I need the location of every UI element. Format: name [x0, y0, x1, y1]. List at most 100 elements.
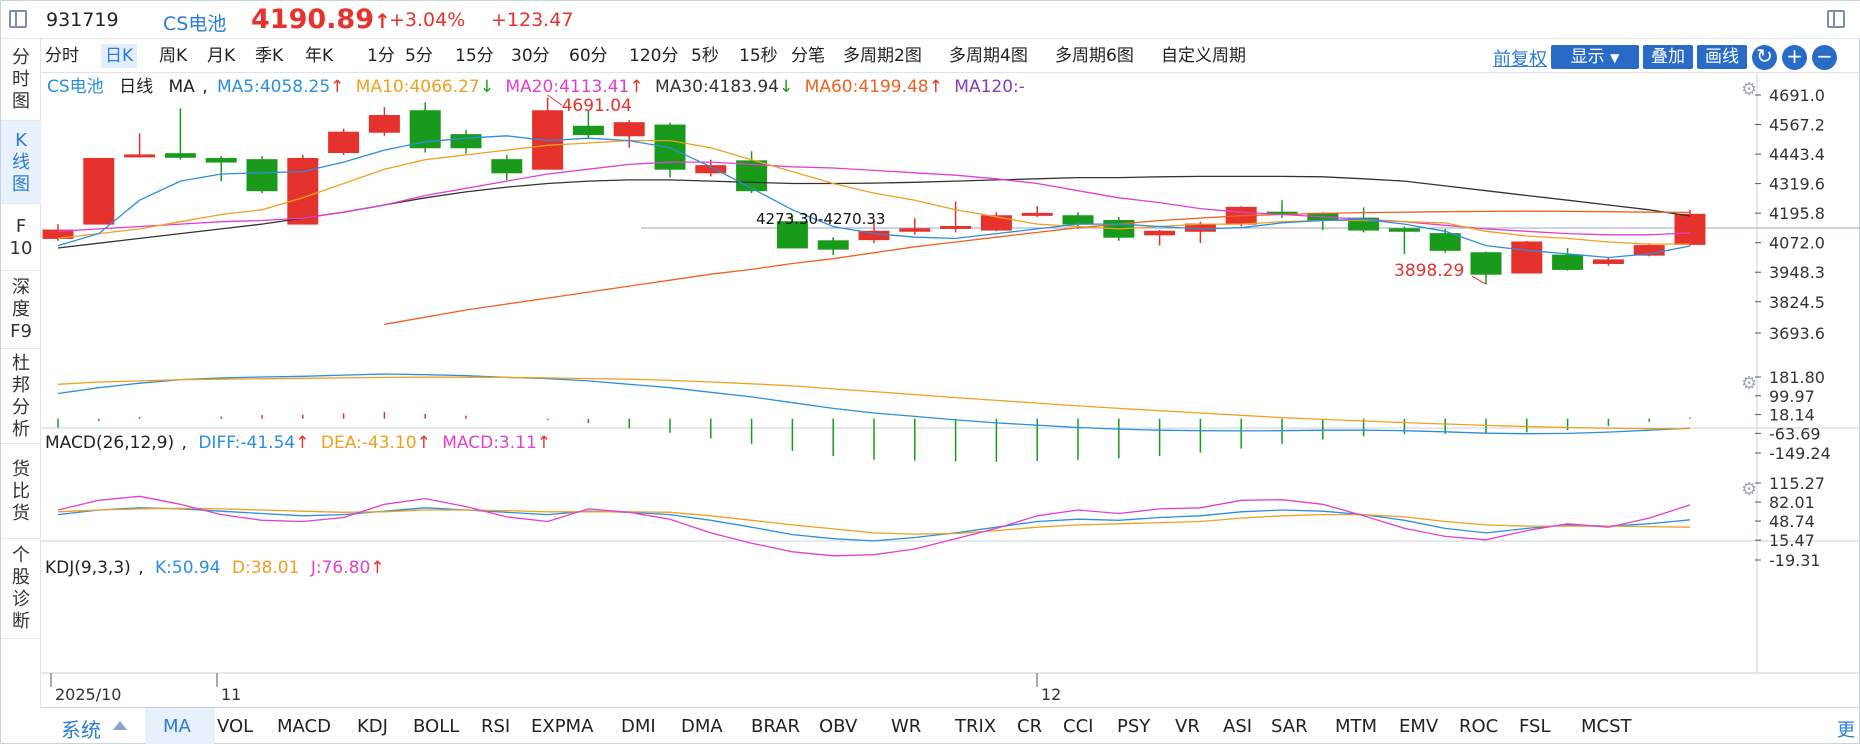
active-indicator-highlight	[145, 708, 215, 744]
indicator-tab-vr[interactable]: VR	[1175, 716, 1200, 737]
left-sidebar: 分时图 K 线图 F 10 深度 F9 杜邦分析货比货个股诊断	[1, 39, 41, 707]
period-tab-17[interactable]: 多周期6图	[1055, 46, 1134, 66]
indicator-tab-ma[interactable]: MA	[163, 716, 191, 737]
indicator-tab-roc[interactable]: ROC	[1459, 716, 1499, 737]
sidebar-item-text: 线	[12, 151, 30, 173]
period-tab-3[interactable]: 月K	[207, 46, 236, 66]
indicator-tab-kdj[interactable]: KDJ	[357, 716, 388, 737]
zoom-in-icon[interactable]: +	[1782, 45, 1807, 70]
indicator-tab-cr[interactable]: CR	[1017, 716, 1043, 737]
candle-down	[450, 134, 482, 149]
candle-up	[124, 154, 156, 158]
period-tab-18[interactable]: 自定义周期	[1161, 46, 1246, 66]
indicator-tab-mcst[interactable]: MCST	[1581, 716, 1632, 737]
sidebar-item-text: 邦	[12, 374, 30, 396]
overlay-button[interactable]: 叠加	[1643, 45, 1693, 69]
price-axis-tick-label: 4443.4	[1769, 145, 1825, 164]
indicator-tab-brar[interactable]: BRAR	[751, 716, 800, 737]
period-tab-0[interactable]: 分时	[45, 46, 79, 66]
candle-down	[1388, 228, 1420, 232]
period-tab-11[interactable]: 120分	[629, 46, 679, 66]
legend-macd: MACD(26,12,9) , DIFF:-41.54↑ DEA:-43.10↑…	[45, 433, 551, 453]
sidebar-item-text: 深	[12, 277, 30, 298]
period-tab-15[interactable]: 多周期2图	[843, 46, 922, 66]
indicator-tab-mtm[interactable]: MTM	[1335, 716, 1378, 737]
period-tab-7[interactable]: 5分	[405, 46, 433, 66]
kdj-pane	[57, 495, 1691, 557]
macd-axis-tick-label: 18.14	[1769, 406, 1815, 425]
change-percent: +3.04%	[389, 9, 466, 31]
right-panel-toggle-icon[interactable]	[1827, 10, 1845, 28]
stock-name[interactable]: CS电池	[163, 13, 227, 35]
kline-chart[interactable]: ⚙ ⚙ ⚙ 4691.0 4567.2 4443.4 4319.6 4195.8 4072.0…	[41, 73, 1860, 707]
indicator-tab-rsi[interactable]: RSI	[481, 716, 511, 737]
chevron-up-icon[interactable]	[113, 721, 127, 730]
period-tab-16[interactable]: 多周期4图	[949, 46, 1028, 66]
sidebar-item-text: 货	[12, 458, 30, 480]
indicator-tab-expma[interactable]: EXPMA	[531, 716, 594, 737]
sidebar-item-3[interactable]: 深度 F9	[1, 271, 41, 349]
period-tab-1[interactable]: 日K	[101, 44, 138, 68]
zoom-out-icon[interactable]: −	[1812, 45, 1837, 70]
gear-icon: ⚙	[1741, 79, 1757, 100]
candle-up	[42, 229, 74, 239]
sidebar-item-2[interactable]: F 10	[1, 204, 41, 271]
ma20-line	[57, 161, 1691, 236]
candle-down	[1470, 252, 1502, 275]
sidebar-item-0[interactable]: 分时图	[1, 39, 41, 121]
sidebar-item-5[interactable]: 货比货	[1, 444, 41, 539]
price-axis-tick-label: 4072.0	[1769, 234, 1825, 253]
period-tab-5[interactable]: 年K	[305, 46, 334, 66]
sidebar-item-text: 时	[12, 69, 30, 90]
indicator-tab-boll[interactable]: BOLL	[413, 716, 460, 737]
more-indicators-button[interactable]: 更多	[1837, 720, 1855, 741]
candle-down	[1062, 215, 1094, 225]
indicator-tab-dma[interactable]: DMA	[681, 716, 723, 737]
indicator-tab-dmi[interactable]: DMI	[621, 716, 656, 737]
indicator-tab-asi[interactable]: ASI	[1223, 716, 1253, 737]
indicator-tab-vol[interactable]: VOL	[217, 716, 254, 737]
period-tab-13[interactable]: 15秒	[739, 46, 778, 66]
indicator-tab-macd[interactable]: MACD	[277, 716, 331, 737]
period-tab-9[interactable]: 30分	[511, 46, 550, 66]
period-tab-10[interactable]: 60分	[569, 46, 608, 66]
indicator-tab-wr[interactable]: WR	[891, 716, 922, 737]
indicator-tab-cci[interactable]: CCI	[1063, 716, 1094, 737]
period-tab-14[interactable]: 分笔	[791, 46, 825, 66]
period-tab-4[interactable]: 季K	[255, 46, 284, 66]
indicator-tab-obv[interactable]: OBV	[819, 716, 858, 737]
candle-up	[695, 165, 727, 174]
refresh-icon[interactable]: ↻	[1752, 45, 1777, 70]
indicator-tab-sar[interactable]: SAR	[1271, 716, 1308, 737]
indicator-tab-psy[interactable]: PSY	[1117, 716, 1151, 737]
period-tab-6[interactable]: 1分	[367, 46, 395, 66]
sidebar-item-6[interactable]: 个股诊断	[1, 539, 41, 639]
legend-kdj: KDJ(9,3,3) , K:50.94 D:38.01 J:76.80↑	[45, 558, 385, 578]
kdj-axis-tick-label: 15.47	[1769, 531, 1815, 550]
sidebar-item-text: 分	[12, 396, 30, 418]
candle-down	[491, 159, 523, 174]
period-tab-12[interactable]: 5秒	[691, 46, 719, 66]
adjust-mode-dropdown[interactable]: 前复权	[1493, 49, 1547, 70]
period-tab-8[interactable]: 15分	[455, 46, 494, 66]
system-menu-button[interactable]: 系统	[61, 718, 101, 742]
indicator-tab-emv[interactable]: EMV	[1399, 716, 1439, 737]
kdj-axis-tick-label: 82.01	[1769, 493, 1815, 512]
indicator-tab-fsl[interactable]: FSL	[1519, 716, 1551, 737]
macd-axis-tick-label: -63.69	[1769, 424, 1821, 443]
period-tab-2[interactable]: 周K	[159, 46, 188, 66]
candle-down	[246, 159, 278, 192]
sidebar-toggle-icon[interactable]	[9, 10, 27, 28]
sidebar-item-text: 度	[12, 299, 30, 320]
sidebar-item-text: F	[15, 215, 27, 237]
sidebar-item-text: 断	[12, 611, 30, 632]
candle-down	[205, 157, 237, 163]
crosshair-range-label: 4273.30-4270.33	[756, 210, 885, 228]
display-button[interactable]: 显示 ▼	[1551, 45, 1639, 69]
draw-line-button[interactable]: 画线	[1697, 45, 1747, 69]
high-price-label: 4691.04	[562, 96, 632, 116]
indicator-tab-trix[interactable]: TRIX	[955, 716, 997, 737]
sidebar-item-4[interactable]: 杜邦分析	[1, 349, 41, 444]
candle-up	[613, 122, 645, 137]
